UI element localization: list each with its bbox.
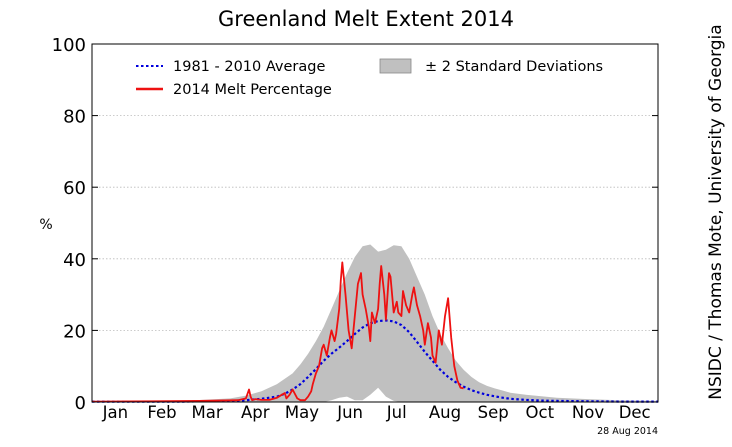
y-tick-label: 100 bbox=[52, 35, 86, 56]
legend-average-label: 1981 - 2010 Average bbox=[173, 59, 325, 75]
month-label-mar: Mar bbox=[191, 403, 222, 422]
date-stamp: 28 Aug 2014 bbox=[597, 426, 658, 437]
month-label-sep: Sep bbox=[478, 403, 509, 422]
source-credit: NSIDC / Thomas Mote, University of Georg… bbox=[706, 24, 726, 400]
month-label-may: May bbox=[285, 403, 319, 422]
month-label-apr: Apr bbox=[241, 403, 270, 422]
month-label-aug: Aug bbox=[429, 403, 461, 422]
plot-frame bbox=[91, 43, 659, 403]
y-tick-label: 40 bbox=[63, 250, 86, 271]
month-label-feb: Feb bbox=[147, 403, 176, 422]
month-label-oct: Oct bbox=[526, 403, 555, 422]
legend-2014-label: 2014 Melt Percentage bbox=[173, 82, 332, 98]
chart-title: Greenland Melt Extent 2014 bbox=[218, 7, 514, 31]
month-label-jul: Jul bbox=[386, 403, 407, 422]
month-label-nov: Nov bbox=[572, 403, 604, 422]
legend-std-dev-swatch bbox=[379, 58, 412, 74]
y-tick-label: 60 bbox=[63, 178, 86, 199]
melt-2014-line bbox=[91, 261, 464, 403]
y-axis-label: % bbox=[39, 217, 52, 233]
month-label-jun: Jun bbox=[336, 403, 363, 422]
y-tick-label: 20 bbox=[63, 321, 86, 342]
legend: 1981 - 2010 Average 2014 Melt Percentage… bbox=[136, 58, 603, 98]
y-tick-label: 0 bbox=[75, 393, 86, 414]
axis-ticks: 0 20 40 60 80 100 Jan Feb Mar Apr May Jun Jul Aug Sep O… bbox=[52, 35, 658, 422]
month-label-jan: Jan bbox=[102, 403, 128, 422]
y-tick-label: 80 bbox=[63, 107, 86, 128]
legend-std-dev-label: ± 2 Standard Deviations bbox=[425, 59, 603, 75]
month-label-dec: Dec bbox=[619, 403, 651, 422]
plot-area: 0 20 40 60 80 100 Jan Feb Mar Apr May Jun Jul Aug Sep O… bbox=[52, 35, 659, 422]
